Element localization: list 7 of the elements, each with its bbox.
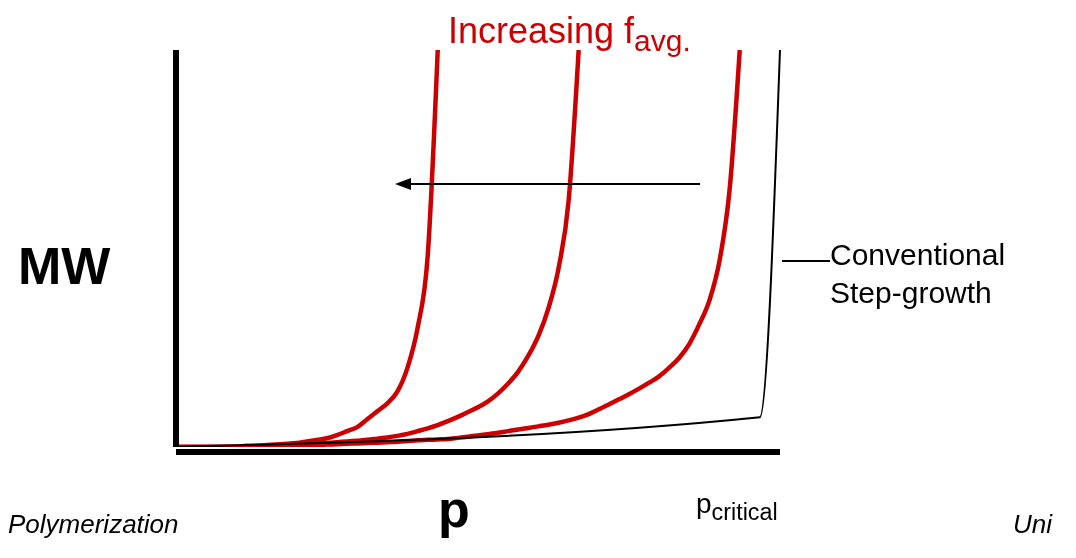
text: Polymerization bbox=[8, 508, 180, 541]
text: p$_{critical}$ bbox=[696, 487, 779, 527]
y-axis-title: MW bbox=[18, 236, 111, 296]
text: Conventional Step-growth bbox=[830, 237, 1007, 311]
x-axis-title: p bbox=[438, 479, 470, 540]
chart-title: Increasing f$_{avg.}$ bbox=[448, 10, 691, 59]
text: Uni bbox=[1013, 508, 1054, 541]
